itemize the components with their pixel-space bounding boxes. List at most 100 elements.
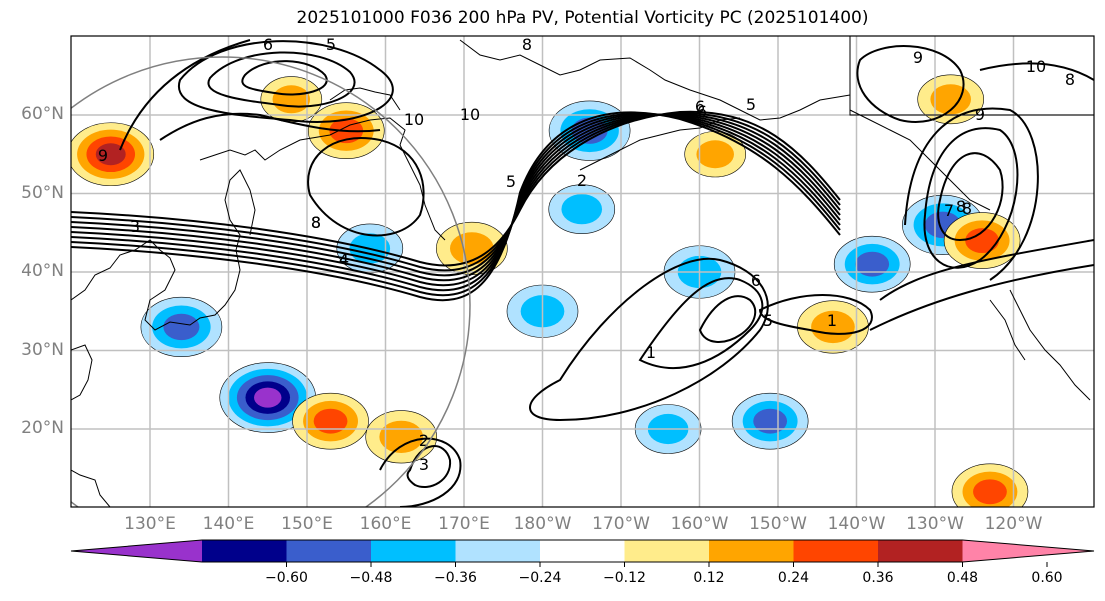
- pv-contour: [379, 437, 462, 507]
- negative-pv-anomaly: [731, 392, 809, 450]
- chart-title: 2025101000 F036 200 hPa PV, Potential Vo…: [296, 8, 869, 28]
- longitude-label: 150°W: [749, 514, 807, 534]
- colorbar-max-extension: [962, 540, 1094, 562]
- colorbar-tick-label: 0.60: [1031, 570, 1063, 586]
- contour-label: 5: [763, 311, 773, 330]
- contour-label: 7: [944, 201, 954, 220]
- longitude-label: 140°W: [827, 514, 886, 534]
- negative-pv-anomaly: [548, 184, 616, 234]
- longitude-label: 120°W: [984, 514, 1043, 534]
- contour-label: 10: [404, 110, 424, 129]
- negative-pv-anomaly: [219, 362, 317, 433]
- colorbar-segment: [371, 540, 456, 562]
- contour-label: 8: [311, 213, 321, 232]
- colorbar-segment: [540, 540, 625, 562]
- pv-contour: [869, 264, 1094, 331]
- contour-label: 9: [975, 105, 985, 124]
- colorbar-segment: [878, 540, 963, 562]
- longitude-label: 160°W: [670, 514, 729, 534]
- contour-label: 8: [522, 35, 532, 54]
- pv-contour: [406, 445, 452, 488]
- longitude-label: 150°E: [281, 514, 333, 534]
- contour-label: 8: [962, 199, 972, 218]
- pv-contour: [923, 127, 1019, 269]
- coastline-path: [199, 117, 446, 241]
- pv-contour: [856, 45, 965, 123]
- contour-label: 8: [956, 197, 966, 216]
- pv-contour: [698, 295, 757, 343]
- pv-contour: [307, 137, 425, 237]
- contour-label: 5: [506, 172, 516, 191]
- coastline-path: [459, 39, 851, 121]
- range-circle: [71, 56, 471, 507]
- contour-label: 3: [130, 217, 140, 236]
- colorbar: [70, 539, 1095, 567]
- colorbar-tick-label: 0.48: [946, 570, 979, 586]
- pv-shade-level: [95, 143, 126, 166]
- pv-contour: [241, 60, 328, 96]
- colorbar-segment: [286, 540, 372, 562]
- contour-label: 6: [697, 102, 707, 121]
- contour-label: 2: [419, 431, 429, 450]
- contour-label: 1: [646, 343, 656, 362]
- pv-shade-level: [811, 310, 855, 344]
- positive-pv-anomaly: [797, 300, 869, 354]
- colorbar-tick-label: 0.36: [862, 570, 894, 586]
- latitude-label: 30°N: [21, 339, 64, 360]
- longitude-label: 130°E: [124, 514, 176, 534]
- colorbar-tick-label: −0.36: [434, 570, 477, 586]
- contour-label: 10: [460, 105, 480, 124]
- negative-pv-anomaly: [833, 235, 911, 293]
- map-frame: [70, 35, 1095, 508]
- coastline-path: [849, 36, 1094, 116]
- longitude-label: 140°E: [202, 514, 255, 534]
- positive-pv-anomaly: [951, 463, 1029, 507]
- latitude-label: 20°N: [21, 418, 64, 438]
- longitude-label: 180°W: [513, 514, 572, 534]
- contour-label: 6: [751, 271, 761, 290]
- colorbar-outline: [70, 539, 1095, 563]
- coastline-path: [71, 344, 93, 401]
- latitude-label: 40°N: [21, 261, 64, 281]
- negative-pv-anomaly: [140, 296, 223, 358]
- latitude-label: 60°N: [21, 104, 64, 124]
- contour-label: 10: [1026, 57, 1046, 76]
- pv-contour: [904, 107, 1039, 281]
- pv-shade-level: [313, 408, 348, 434]
- pv-contour: [529, 257, 769, 422]
- contour-label: 8: [1065, 70, 1075, 89]
- contour-label: 3: [419, 455, 429, 474]
- coastline-path: [1009, 289, 1091, 401]
- pv-shade-level: [973, 479, 1007, 505]
- colorbar-tick-label: 0.12: [693, 570, 725, 586]
- contour-label: 6: [695, 97, 705, 116]
- pv-contours: [71, 39, 1094, 507]
- positive-pv-anomaly: [292, 392, 369, 450]
- pv-contour: [207, 51, 356, 108]
- colorbar-segment: [624, 540, 710, 562]
- pv-shade-level: [561, 194, 603, 225]
- colorbar-segment: [455, 540, 541, 562]
- colorbar-tick-label: −0.60: [265, 570, 308, 586]
- contour-label: 6: [263, 35, 273, 54]
- pv-shade-level: [696, 140, 734, 169]
- pv-contour: [119, 39, 251, 151]
- contour-label: 4: [339, 250, 349, 269]
- pv-contour: [177, 40, 394, 123]
- positive-pv-anomaly: [917, 74, 985, 125]
- coastline-path: [989, 299, 1026, 361]
- pv-shade-level: [272, 85, 311, 114]
- longitude-label: 130°W: [906, 514, 964, 534]
- contour-label: 9: [98, 146, 108, 165]
- pv-contour: [937, 152, 1004, 242]
- colorbar-min-extension: [71, 540, 202, 562]
- contour-label: 9: [913, 48, 923, 67]
- pv-contour: [71, 111, 841, 302]
- pv-contour: [879, 239, 1094, 301]
- contour-label: 2: [577, 171, 587, 190]
- pv-shade-level: [254, 387, 282, 408]
- pv-shade-level: [855, 251, 890, 277]
- positive-pv-anomaly: [71, 122, 155, 187]
